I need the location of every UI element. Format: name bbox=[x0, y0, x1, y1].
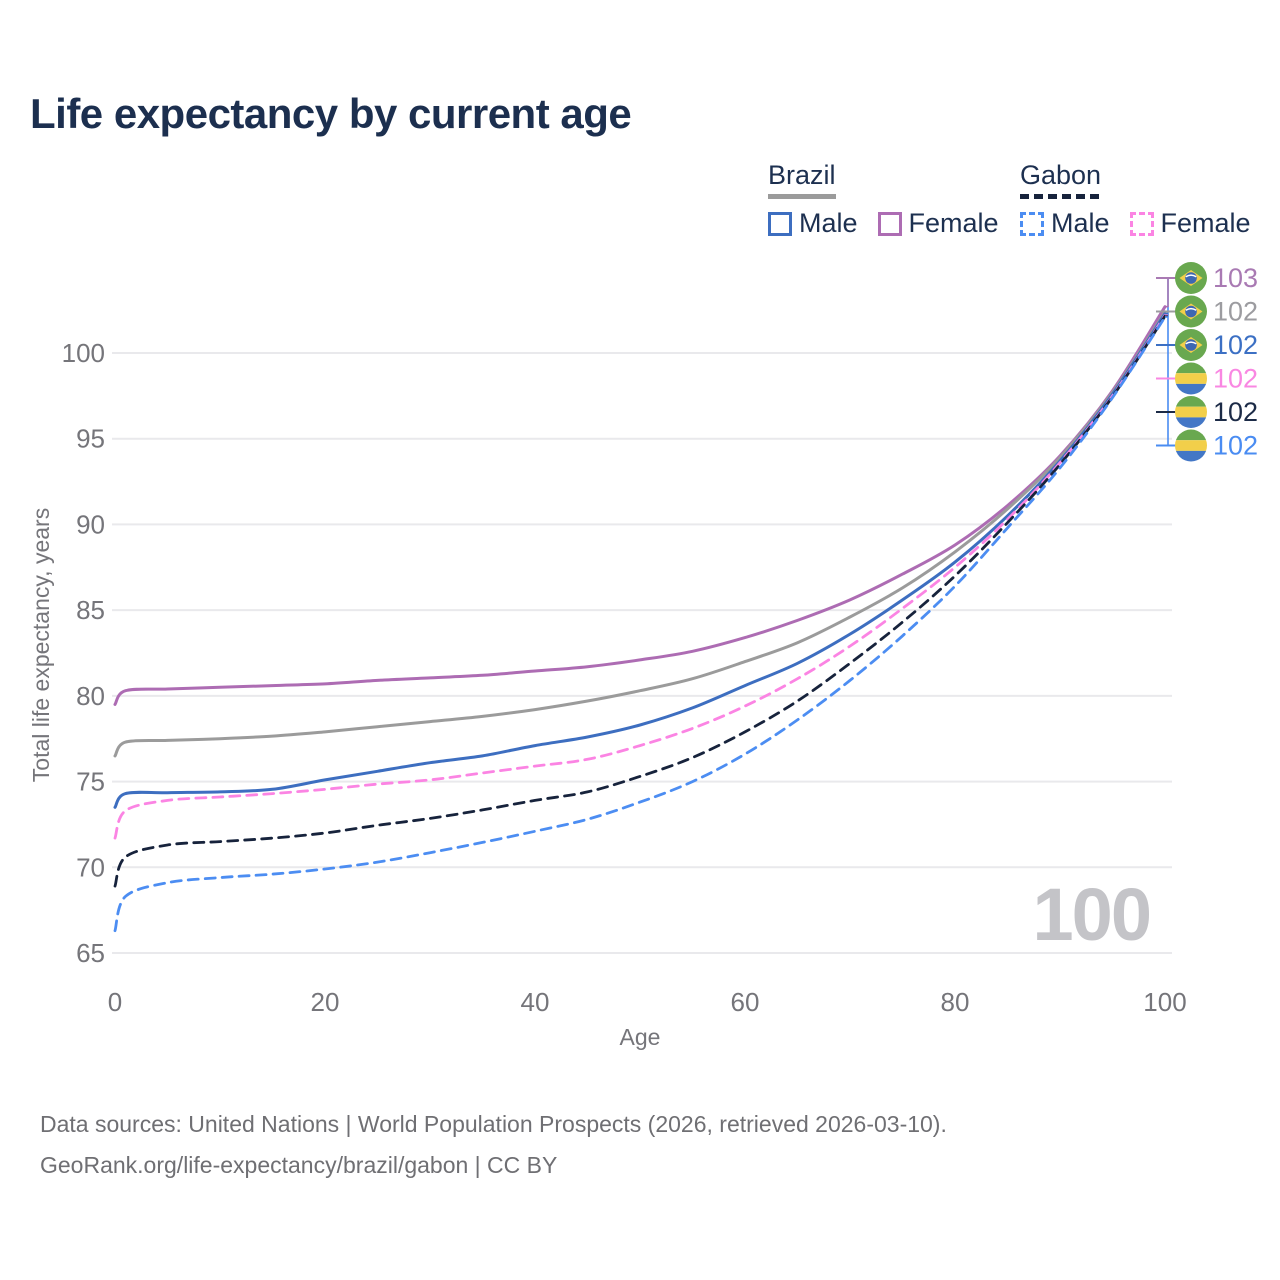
gabon-flag-icon bbox=[1175, 396, 1207, 428]
x-tick-label-60: 60 bbox=[731, 987, 760, 1017]
series-line-gabon-male[interactable] bbox=[113, 315, 1167, 933]
data-sources-line: Data sources: United Nations | World Pop… bbox=[40, 1111, 947, 1137]
x-tick-label-40: 40 bbox=[521, 987, 550, 1017]
x-tick-label-0: 0 bbox=[108, 987, 122, 1017]
brazil-flag-icon bbox=[1175, 329, 1207, 361]
y-tick-label-100: 100 bbox=[62, 338, 105, 368]
end-label-0: 103 bbox=[1213, 263, 1258, 293]
legend-item-gabon-female[interactable]: Female bbox=[1129, 208, 1251, 239]
legend-swatch-brazil-male bbox=[768, 211, 792, 236]
end-label-5: 102 bbox=[1213, 431, 1258, 461]
legend-item-label: Female bbox=[908, 208, 999, 238]
legend-country-gabon: Gabon bbox=[1020, 160, 1102, 199]
legend-item-brazil-female[interactable]: Female bbox=[877, 208, 999, 239]
y-tick-label-95: 95 bbox=[76, 424, 105, 454]
legend-linestyle-dashed bbox=[1020, 194, 1102, 199]
x-tick-label-80: 80 bbox=[941, 987, 970, 1017]
brazil-flag-icon bbox=[1175, 262, 1207, 294]
gabon-flag-icon bbox=[1175, 362, 1207, 395]
data-sources-footer: Data sources: United Nations | World Pop… bbox=[40, 1104, 947, 1186]
gabon-flag-icon bbox=[1175, 429, 1207, 462]
series-line-gabon-total[interactable] bbox=[113, 314, 1167, 888]
legend-item-label: Male bbox=[1051, 208, 1110, 238]
legend-group-brazil: Brazil Male Female bbox=[768, 160, 999, 239]
legend-swatch-gabon-female bbox=[1129, 211, 1154, 236]
y-tick-label-65: 65 bbox=[76, 938, 105, 968]
x-tick-label-20: 20 bbox=[311, 987, 340, 1017]
series-line-brazil-female[interactable] bbox=[113, 305, 1167, 706]
page-title: Life expectancy by current age bbox=[30, 90, 632, 137]
y-tick-label-85: 85 bbox=[76, 595, 105, 625]
x-axis-title: Age bbox=[619, 1024, 661, 1050]
y-axis-title: Total life expectancy, years bbox=[28, 507, 54, 783]
legend-item-gabon-male[interactable]: Male bbox=[1020, 208, 1110, 239]
legend-country-label: Brazil bbox=[768, 160, 836, 190]
legend-country-label: Gabon bbox=[1020, 160, 1102, 190]
legend-swatch-brazil-female bbox=[877, 211, 902, 236]
end-label-4: 102 bbox=[1213, 397, 1258, 427]
series-line-gabon-female[interactable] bbox=[113, 313, 1167, 840]
brazil-flag-icon bbox=[1175, 295, 1207, 328]
legend-swatch-gabon-male bbox=[1020, 211, 1044, 236]
x-tick-label-100: 100 bbox=[1143, 987, 1186, 1017]
end-label-1: 102 bbox=[1213, 297, 1258, 327]
y-tick-label-80: 80 bbox=[76, 681, 105, 711]
end-label-3: 102 bbox=[1213, 364, 1258, 394]
legend-country-brazil: Brazil bbox=[768, 160, 836, 199]
legend-item-brazil-male[interactable]: Male bbox=[768, 208, 858, 239]
series-line-brazil-male[interactable] bbox=[113, 312, 1167, 809]
legend-item-label: Female bbox=[1160, 208, 1251, 238]
age-counter-watermark: 100 bbox=[1032, 873, 1152, 956]
y-tick-label-70: 70 bbox=[76, 852, 105, 882]
attribution-line: GeoRank.org/life-expectancy/brazil/gabon… bbox=[40, 1152, 558, 1178]
series-line-brazil-total[interactable] bbox=[113, 310, 1167, 758]
y-tick-label-90: 90 bbox=[76, 509, 105, 539]
legend-group-gabon: Gabon Male Female bbox=[1020, 160, 1251, 239]
legend-linestyle-solid bbox=[768, 194, 836, 199]
legend-item-label: Male bbox=[799, 208, 858, 238]
y-tick-label-75: 75 bbox=[76, 767, 105, 797]
end-label-2: 102 bbox=[1213, 330, 1258, 360]
